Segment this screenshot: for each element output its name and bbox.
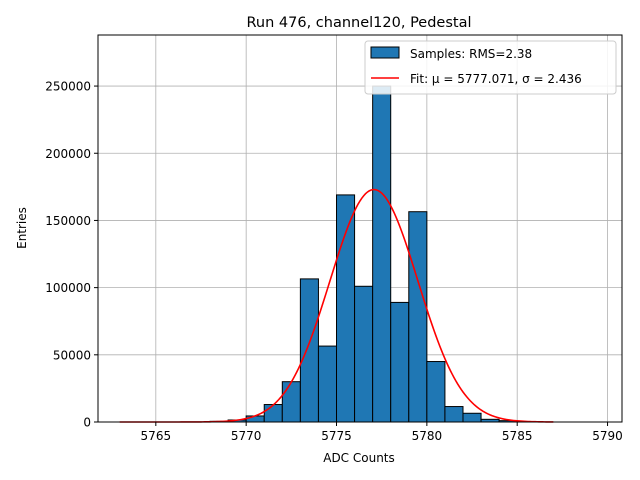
histogram-bar	[444, 406, 464, 423]
histogram-bar	[336, 194, 356, 423]
y-tick-label: 200000	[45, 147, 91, 161]
y-tick-label: 150000	[45, 214, 91, 228]
y-tick-label: 250000	[45, 80, 91, 94]
x-tick-label: 5775	[321, 429, 352, 443]
x-tick-label: 5770	[231, 429, 262, 443]
x-axis-ticks: 5765 5770 5775 5780 5785 5790	[141, 422, 623, 443]
histogram-bar	[408, 211, 428, 423]
x-tick-label: 5765	[141, 429, 172, 443]
plot-frame	[97, 34, 623, 423]
legend-samples-swatch	[370, 46, 400, 59]
histogram-bar	[299, 278, 319, 423]
histogram-bar	[462, 412, 482, 423]
legend: Samples: RMS=2.38 Fit: μ = 5777.071, σ =…	[364, 40, 617, 95]
y-tick-label: 0	[83, 416, 91, 430]
x-tick-label: 5790	[592, 429, 623, 443]
y-axis-ticks: 0 50000 100000 150000 200000 250000	[45, 80, 98, 430]
legend-samples-label: Samples: RMS=2.38	[410, 47, 532, 61]
histogram-bar	[263, 404, 283, 423]
x-tick-label: 5785	[502, 429, 533, 443]
histogram-bar	[390, 301, 410, 423]
histogram-bar	[245, 415, 265, 423]
y-tick-label: 100000	[45, 281, 91, 295]
x-axis-label: ADC Counts	[323, 451, 395, 465]
histogram-bar	[317, 345, 338, 423]
legend-frame	[364, 40, 617, 95]
histogram-bar	[372, 85, 392, 423]
legend-fit-label: Fit: μ = 5777.071, σ = 2.436	[410, 72, 582, 86]
histogram-bar	[281, 381, 301, 423]
chart-title: Run 476, channel120, Pedestal	[246, 15, 471, 31]
histogram-bar	[354, 285, 374, 423]
x-tick-label: 5780	[412, 429, 443, 443]
y-tick-label: 50000	[53, 348, 91, 362]
histogram-bar	[426, 361, 446, 423]
y-axis-label: Entries	[15, 207, 29, 249]
